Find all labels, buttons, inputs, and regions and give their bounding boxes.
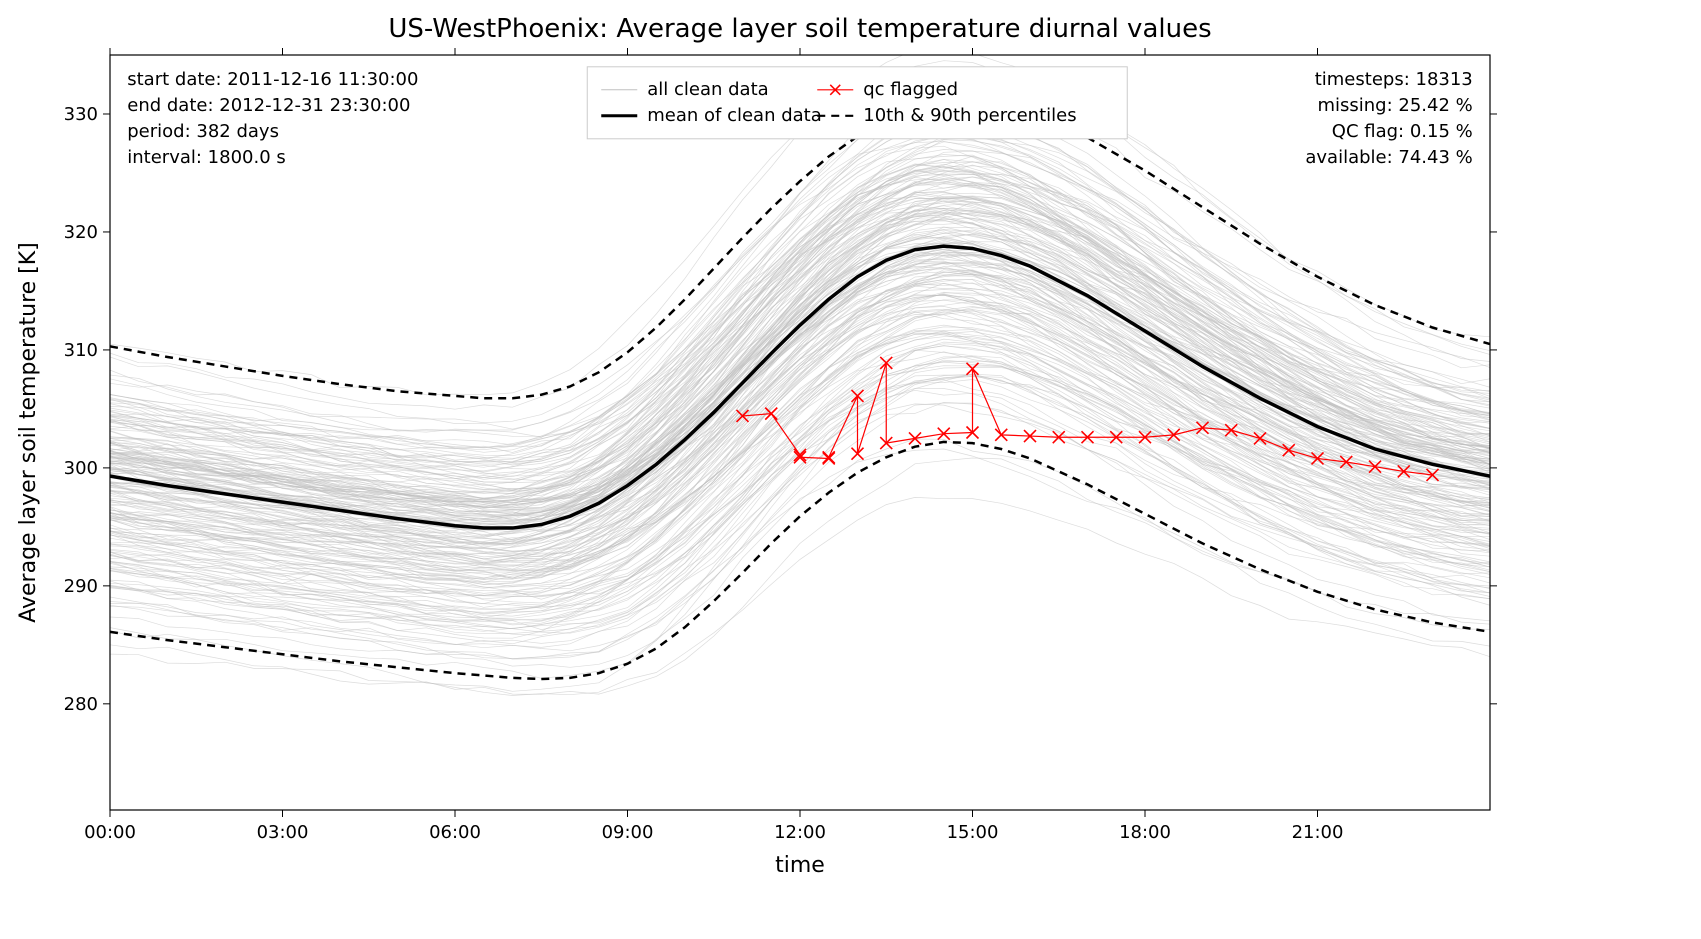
y-tick-label: 280 <box>64 694 98 715</box>
legend-label: 10th & 90th percentiles <box>863 105 1076 126</box>
x-tick-label: 12:00 <box>774 822 826 843</box>
x-tick-label: 15:00 <box>947 822 999 843</box>
legend-label: all clean data <box>647 79 768 100</box>
y-tick-label: 320 <box>64 222 98 243</box>
y-tick-label: 310 <box>64 340 98 361</box>
chart-container: 00:00 03:00 06:00 09:00 12:00 15:00 18:00 21:00… <box>0 0 1701 939</box>
x-tick-label: 00:00 <box>84 822 136 843</box>
chart-title: US-WestPhoenix: Average layer soil tempe… <box>388 14 1211 44</box>
annot-right: timesteps: 18313 <box>1315 69 1473 90</box>
annot-right: QC flag: 0.15 % <box>1332 121 1473 142</box>
annot-right: missing: 25.42 % <box>1317 95 1472 116</box>
legend-label: qc flagged <box>863 79 958 100</box>
annot-left: end date: 2012-12-31 23:30:00 <box>127 95 410 116</box>
annot-right: available: 74.43 % <box>1305 147 1472 168</box>
annot-left: period: 382 days <box>127 121 279 142</box>
x-axis-label: time <box>775 853 825 878</box>
x-tick-label: 09:00 <box>602 822 654 843</box>
y-axis-label: Average layer soil temperature [K] <box>16 242 41 623</box>
y-tick-label: 330 <box>64 104 98 125</box>
x-tick-label: 21:00 <box>1292 822 1344 843</box>
diurnal-chart: 00:00 03:00 06:00 09:00 12:00 15:00 18:00 21:00… <box>0 0 1701 939</box>
legend: all clean data mean of clean data qc flagg… <box>587 67 1127 139</box>
legend-label: mean of clean data <box>647 105 822 126</box>
annot-left: start date: 2011-12-16 11:30:00 <box>127 69 418 90</box>
annot-left: interval: 1800.0 s <box>127 147 286 168</box>
x-tick-label: 03:00 <box>257 822 309 843</box>
y-tick-label: 300 <box>64 458 98 479</box>
x-tick-label: 18:00 <box>1119 822 1171 843</box>
x-tick-label: 06:00 <box>429 822 481 843</box>
y-tick-label: 290 <box>64 576 98 597</box>
